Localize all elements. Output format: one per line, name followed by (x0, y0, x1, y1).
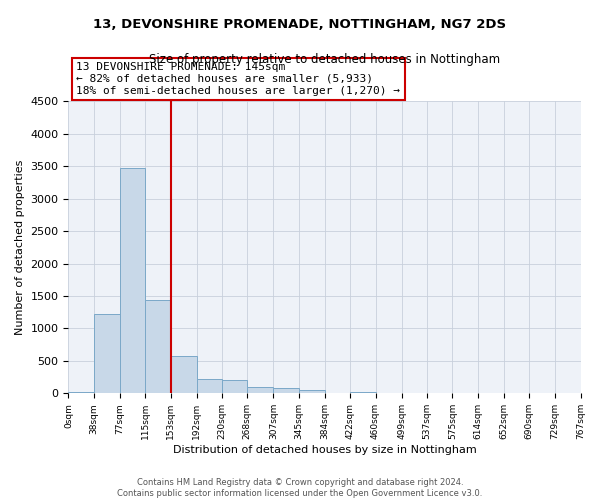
Bar (350, 392, 376, 394)
Bar (120, 168, 145, 394)
Text: 13 DEVONSHIRE PROMENADE: 145sqm
← 82% of detached houses are smaller (5,933)
18%: 13 DEVONSHIRE PROMENADE: 145sqm ← 82% of… (76, 62, 400, 96)
Y-axis label: Number of detached properties: Number of detached properties (15, 160, 25, 335)
Text: Contains HM Land Registry data © Crown copyright and database right 2024.
Contai: Contains HM Land Registry data © Crown c… (118, 478, 482, 498)
Bar (274, 388, 299, 394)
Bar (299, 390, 325, 394)
X-axis label: Distribution of detached houses by size in Nottingham: Distribution of detached houses by size … (173, 445, 476, 455)
Title: Size of property relative to detached houses in Nottingham: Size of property relative to detached ho… (149, 52, 500, 66)
Bar (197, 380, 222, 394)
Bar (94, 314, 120, 394)
Bar (68, 392, 94, 394)
Bar (247, 386, 274, 394)
Bar (222, 380, 247, 394)
Text: 13, DEVONSHIRE PROMENADE, NOTTINGHAM, NG7 2DS: 13, DEVONSHIRE PROMENADE, NOTTINGHAM, NG… (94, 18, 506, 30)
Bar (170, 356, 197, 394)
Bar (145, 300, 170, 394)
